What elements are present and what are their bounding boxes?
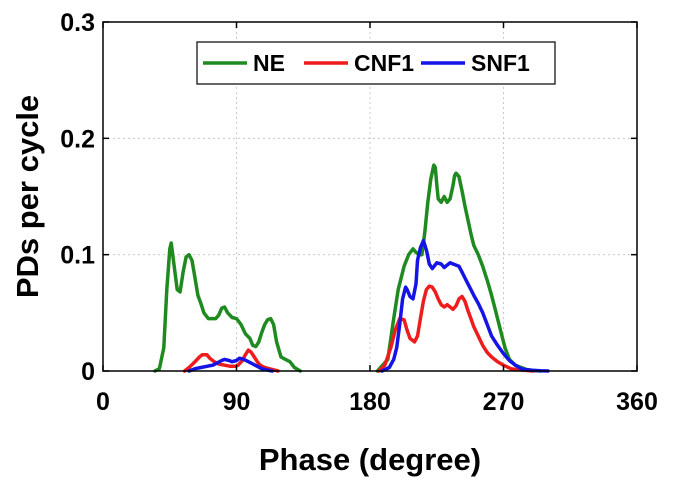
y-tick-label: 0.2 <box>60 125 95 153</box>
x-tick-label: 0 <box>96 388 110 416</box>
grid <box>103 22 637 371</box>
legend: NE CNF1 SNF1 <box>196 41 556 85</box>
x-axis-label: Phase (degree) <box>259 442 481 477</box>
y-tick-label: 0.3 <box>60 9 95 37</box>
legend-label-snf1: SNF1 <box>471 50 530 76</box>
series-layer <box>153 163 550 373</box>
series-line-ne <box>153 163 543 373</box>
x-tick-label: 90 <box>223 388 251 416</box>
y-axis-label: PDs per cycle <box>10 95 45 298</box>
legend-label-cnf1: CNF1 <box>354 50 414 76</box>
y-tick-label: 0.1 <box>60 242 95 270</box>
legend-label-ne: NE <box>253 50 285 76</box>
x-tick-label: 360 <box>616 388 658 416</box>
ticks: 0 90 180 270 360 0 0.1 0.2 0.3 <box>60 9 658 416</box>
x-tick-label: 270 <box>483 388 525 416</box>
x-tick-label: 180 <box>349 388 391 416</box>
series-line-snf1 <box>187 238 550 373</box>
y-tick-label: 0 <box>81 358 95 386</box>
legend-box <box>196 41 556 85</box>
